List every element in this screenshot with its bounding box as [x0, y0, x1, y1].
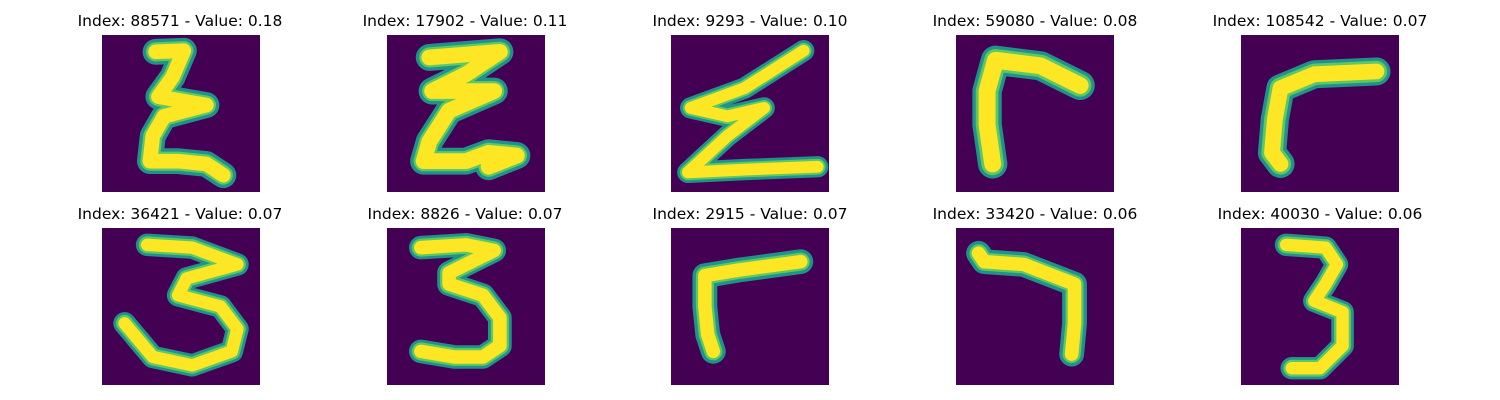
- digit-image: [956, 228, 1114, 385]
- panel-title: Index: 59080 - Value: 0.08: [932, 12, 1138, 30]
- panel-title: Index: 8826 - Value: 0.07: [367, 205, 563, 223]
- panel-title: Index: 36421 - Value: 0.07: [77, 205, 283, 223]
- digit-image: [671, 35, 829, 192]
- digit-image: [1241, 35, 1399, 192]
- panel-title: Index: 2915 - Value: 0.07: [652, 205, 848, 223]
- panel-title: Index: 17902 - Value: 0.11: [362, 12, 568, 30]
- panel-title: Index: 88571 - Value: 0.18: [77, 12, 283, 30]
- digit-image: [956, 35, 1114, 192]
- digit-image: [102, 228, 260, 385]
- panel-title: Index: 9293 - Value: 0.10: [652, 12, 848, 30]
- digit-image: [387, 228, 545, 385]
- digit-image: [1241, 228, 1399, 385]
- panel-title: Index: 40030 - Value: 0.06: [1217, 205, 1423, 223]
- digit-image: [671, 228, 829, 385]
- digit-image: [387, 35, 545, 192]
- panel-title: Index: 108542 - Value: 0.07: [1212, 12, 1428, 30]
- digit-image: [102, 35, 260, 192]
- panel-title: Index: 33420 - Value: 0.06: [932, 205, 1138, 223]
